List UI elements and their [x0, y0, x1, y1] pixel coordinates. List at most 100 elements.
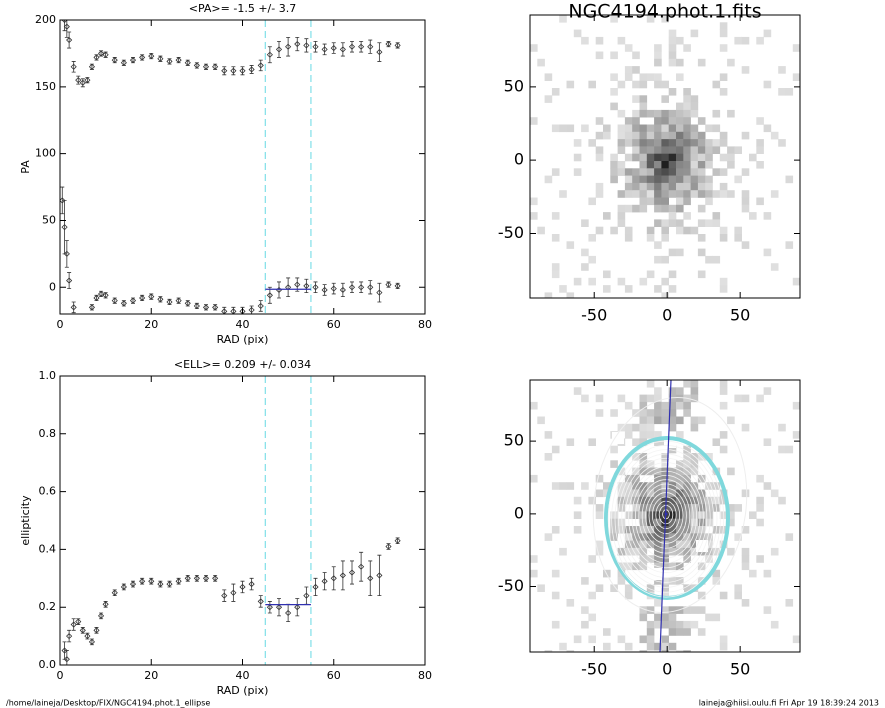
pixel [676, 628, 684, 636]
pixel [624, 44, 633, 52]
error-bar [204, 63, 208, 70]
pixel [654, 146, 662, 154]
frame [59, 375, 426, 666]
error-bar [103, 51, 108, 58]
pixel [661, 635, 669, 644]
pixel [661, 161, 669, 169]
y-tick-label: 0 [514, 150, 524, 169]
pixel [617, 168, 626, 176]
pixel [668, 504, 677, 512]
pixel [785, 88, 794, 96]
pixel [697, 131, 706, 140]
pixel [727, 146, 735, 154]
fit-ellipse [604, 436, 730, 600]
pixel [624, 190, 633, 198]
point [248, 306, 255, 314]
point [111, 57, 118, 64]
pixel [719, 387, 728, 395]
pixel [573, 635, 582, 644]
pixel [639, 416, 648, 425]
pixel [573, 29, 582, 38]
pixel [617, 496, 626, 505]
pixel [632, 204, 640, 213]
pixel [712, 146, 721, 154]
pixel [566, 438, 575, 446]
pixel [712, 255, 721, 264]
pixel [624, 489, 633, 498]
pixel [770, 489, 779, 498]
pixel [551, 591, 560, 600]
pixel [719, 131, 728, 140]
pixel [690, 29, 699, 38]
pixel [624, 591, 633, 600]
pixel [559, 190, 567, 198]
error-bar [286, 603, 291, 623]
error-bar [386, 281, 391, 288]
pixel [741, 190, 750, 198]
pixel [654, 613, 662, 622]
chart-title: <ELL>= 0.209 +/- 0.034 [174, 358, 311, 371]
x-tick-label: 80 [418, 318, 432, 331]
pixel [639, 431, 648, 439]
pixel [654, 131, 662, 140]
pixel [595, 182, 604, 191]
pixel [792, 635, 800, 644]
pixel [756, 117, 764, 125]
pixel [632, 66, 640, 74]
pixel [697, 606, 706, 614]
pixel [661, 540, 669, 549]
pixel [683, 628, 691, 636]
pixel [654, 431, 662, 439]
error-bar [67, 629, 72, 643]
error-bar [368, 39, 373, 54]
pixel [617, 277, 626, 286]
pixel [551, 168, 560, 176]
error-bar [140, 294, 145, 302]
pixel [654, 190, 662, 198]
point [88, 63, 96, 70]
pixel [646, 394, 655, 403]
pixel [727, 153, 735, 162]
pixel [690, 139, 699, 147]
pixel [683, 109, 691, 118]
pixel [639, 401, 648, 410]
pixel [654, 124, 662, 133]
pixel [719, 380, 728, 388]
point [321, 286, 328, 294]
pixel [756, 504, 764, 512]
pixel [676, 394, 684, 403]
pixel [741, 555, 750, 563]
error-bar [149, 293, 154, 300]
pixel [595, 146, 604, 154]
pixel [610, 526, 618, 534]
pixel [617, 131, 626, 140]
pixel [661, 146, 669, 154]
pixel [676, 146, 684, 154]
pixel [705, 518, 713, 527]
point [385, 40, 392, 48]
mask [612, 432, 624, 444]
pixel [617, 219, 626, 227]
pixel [690, 511, 699, 519]
error-bar [167, 298, 172, 306]
pixel [544, 533, 553, 541]
pixel [573, 139, 582, 147]
y-axis-label: ellipticity [19, 495, 32, 546]
pixel [639, 277, 648, 286]
pixel [756, 197, 764, 206]
error-bar [222, 589, 227, 602]
frame [59, 19, 426, 315]
error-bar [350, 560, 354, 585]
pixel [705, 255, 713, 264]
pixel [661, 496, 669, 505]
y-tick-label: 150 [35, 80, 56, 93]
pixel [741, 423, 750, 432]
pixel [588, 496, 596, 505]
point [230, 589, 237, 596]
pixel [624, 642, 633, 651]
pixel [646, 168, 655, 176]
pixel [668, 401, 677, 410]
pixel [646, 197, 655, 206]
error-bar [313, 281, 318, 294]
pixel [632, 526, 640, 534]
